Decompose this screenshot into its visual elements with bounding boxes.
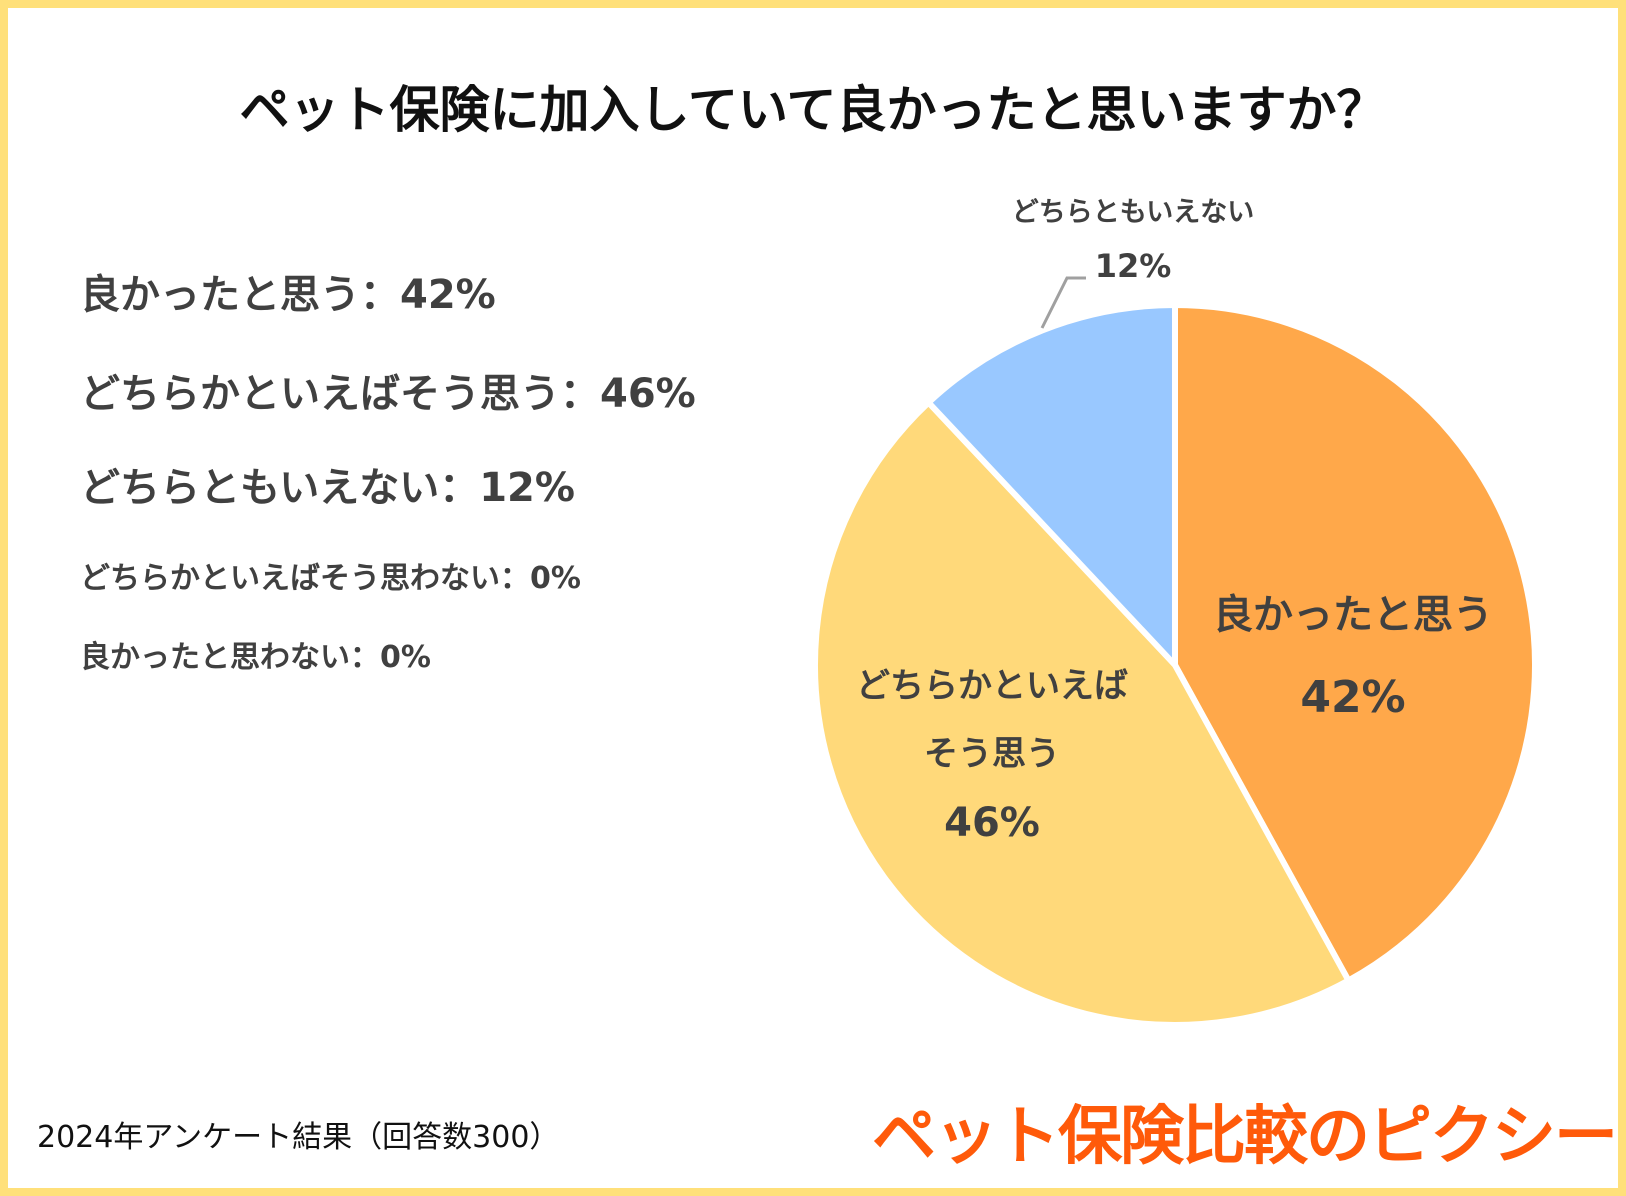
slice-label: どちらともいえない: [1012, 197, 1254, 228]
pie-slice-2: [925, 302, 1178, 668]
slice-value: 12%: [1095, 247, 1172, 285]
legend-line: どちらともいえない：12%: [80, 465, 575, 511]
legend-line: どちらかといえばそう思う：46%: [80, 371, 696, 417]
slice-value: 46%: [944, 800, 1040, 846]
pie-slice-1: [812, 399, 1352, 1028]
legend-line: 良かったと思う：42%: [80, 272, 496, 318]
leader-line: [1040, 276, 1086, 329]
slice-label: 良かったと思う: [1213, 592, 1493, 638]
slice-label: どちらかといえば: [856, 666, 1128, 706]
survey-footnote: 2024年アンケート結果（回答数300）: [37, 1120, 560, 1155]
brand-logo: ペット保険比較のピクシー: [872, 1100, 1618, 1174]
legend-line: 良かったと思わない：0%: [80, 640, 431, 675]
pie-slice-0: [1172, 302, 1538, 984]
legend-line: どちらかといえばそう思わない：0%: [80, 561, 581, 596]
chart-title: ペット保険に加入していて良かったと思いますか？: [239, 81, 1387, 139]
slice-value: 42%: [1300, 672, 1405, 723]
slice-label: そう思う: [924, 734, 1060, 774]
